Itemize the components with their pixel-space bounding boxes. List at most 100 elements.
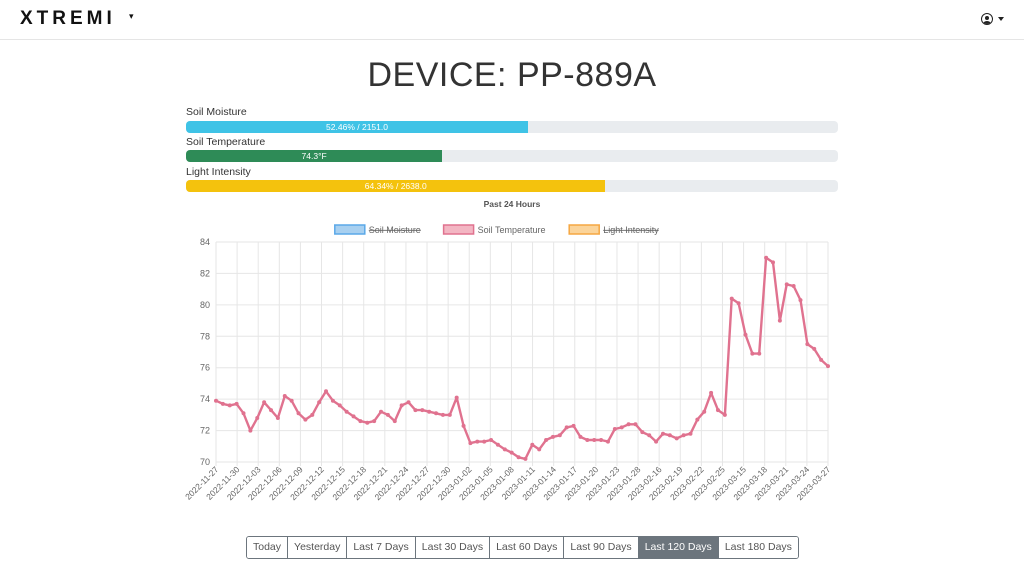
data-point: [454, 395, 459, 400]
soil-moisture-progress: 52.46% / 2151.0: [186, 121, 838, 133]
range-button-last-90-days[interactable]: Last 90 Days: [564, 537, 639, 558]
data-point: [344, 409, 349, 414]
y-axis: 70 72 74 76 78 80 82 84: [200, 237, 210, 467]
chevron-down-icon: [998, 17, 1004, 21]
brand-caret-icon[interactable]: ▾: [129, 11, 134, 21]
range-button-last-180-days[interactable]: Last 180 Days: [718, 537, 798, 558]
data-point: [489, 438, 494, 442]
data-point: [420, 408, 425, 413]
data-point: [248, 428, 253, 433]
data-point: [317, 400, 322, 405]
data-point: [214, 398, 218, 403]
data-point: [640, 430, 645, 435]
data-point: [743, 332, 748, 337]
data-point: [578, 434, 583, 439]
data-point: [427, 409, 432, 414]
data-point: [227, 403, 232, 408]
data-point: [585, 438, 590, 442]
data-point: [633, 422, 638, 427]
range-button-last-30-days[interactable]: Last 30 Days: [415, 537, 491, 558]
data-point: [241, 411, 246, 416]
data-point: [674, 436, 679, 441]
range-button-last-60-days[interactable]: Last 60 Days: [490, 537, 565, 558]
light-intensity-label: Light Intensity: [186, 166, 251, 178]
y-tick-label-7: 84: [200, 237, 210, 247]
data-point: [234, 401, 239, 406]
y-tick-label-6: 82: [200, 268, 210, 278]
data-point: [626, 422, 631, 427]
data-point: [447, 412, 452, 417]
time-range-selector: Today Yesterday Last 7 Days Last 30 Days…: [246, 536, 799, 559]
data-point: [406, 400, 411, 405]
data-point: [379, 409, 384, 414]
soil-temperature-label: Soil Temperature: [186, 136, 266, 148]
y-tick-label-5: 80: [200, 300, 210, 310]
soil-moisture-progress-fill: 52.46% / 2151.0: [186, 121, 529, 133]
data-point: [440, 412, 445, 417]
data-point: [530, 442, 535, 447]
chart-svg: Past 24 Hours Soil Moisture Soil Temperat…: [183, 199, 833, 502]
data-point: [544, 438, 549, 442]
data-point: [757, 351, 762, 356]
data-point: [564, 425, 569, 430]
soil-moisture-label: Soil Moisture: [186, 106, 247, 118]
chart-legend: Soil Moisture Soil Temperature Light Inten…: [334, 224, 659, 235]
data-point: [798, 298, 803, 303]
light-intensity-progress: 64.34% / 2638.0: [186, 180, 838, 192]
data-point: [550, 434, 555, 439]
data-point: [571, 423, 576, 428]
data-point: [695, 417, 700, 422]
y-tick-label-4: 78: [200, 331, 210, 341]
range-button-yesterday[interactable]: Yesterday: [288, 537, 348, 558]
data-point: [764, 255, 769, 260]
data-point: [468, 441, 473, 446]
data-point: [461, 423, 466, 428]
data-point: [557, 433, 562, 438]
data-point: [482, 439, 487, 444]
chart-series: [214, 255, 830, 461]
y-tick-label-2: 74: [200, 394, 210, 404]
brand-logo[interactable]: XTREMI: [20, 8, 116, 29]
data-point: [612, 427, 617, 431]
legend-swatch-0: [334, 224, 366, 235]
data-point: [303, 417, 308, 422]
range-button-last-7-days[interactable]: Last 7 Days: [347, 537, 416, 558]
data-point: [220, 401, 225, 406]
data-point: [791, 284, 796, 288]
data-point: [269, 408, 274, 413]
data-point: [509, 450, 514, 455]
data-point: [688, 431, 693, 436]
data-point: [275, 416, 280, 420]
data-point: [722, 412, 727, 417]
data-point: [255, 416, 260, 420]
range-button-last-120-days[interactable]: Last 120 Days: [638, 537, 719, 558]
y-tick-label-0: 70: [200, 457, 210, 467]
user-menu-button[interactable]: [981, 10, 1011, 28]
data-point: [709, 390, 714, 395]
chart-grid: [215, 241, 829, 466]
data-point: [330, 398, 335, 403]
data-point: [729, 296, 734, 301]
y-tick-label-3: 76: [200, 363, 210, 373]
data-point: [262, 400, 267, 405]
legend-label-0: Soil Moisture: [369, 225, 421, 235]
soil-temperature-progress: 74.3°F: [186, 150, 838, 162]
data-point: [310, 412, 315, 417]
light-intensity-progress-fill: 64.34% / 2638.0: [186, 180, 606, 192]
data-point: [365, 420, 370, 425]
range-button-today[interactable]: Today: [247, 537, 289, 558]
top-navbar: XTREMI ▾: [0, 0, 1024, 40]
data-point: [702, 409, 707, 414]
data-point: [660, 431, 665, 436]
data-point: [475, 439, 480, 444]
data-point: [434, 411, 439, 416]
series-line-0: [215, 256, 829, 461]
legend-label-2: Light Intensity: [603, 225, 659, 235]
data-point: [413, 408, 418, 413]
data-point: [750, 351, 755, 356]
data-point: [537, 447, 542, 452]
data-point: [715, 408, 720, 413]
data-point: [516, 455, 521, 460]
data-point: [296, 411, 301, 416]
data-point: [777, 318, 782, 323]
